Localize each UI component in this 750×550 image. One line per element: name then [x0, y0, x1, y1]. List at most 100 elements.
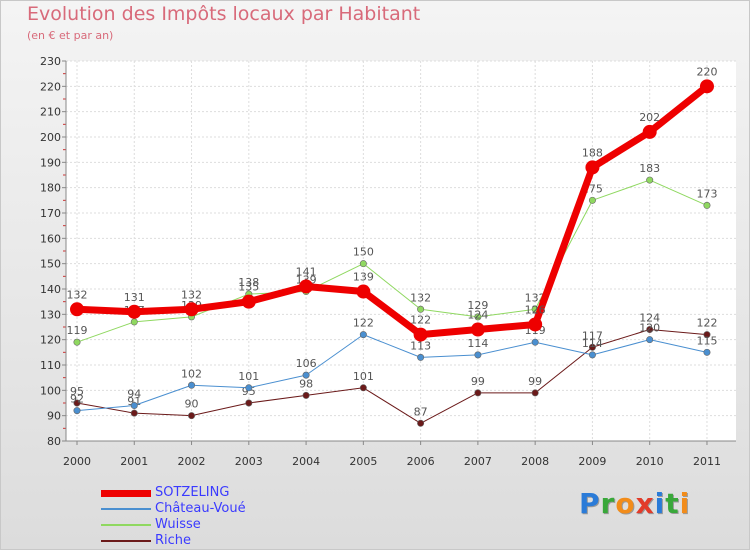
x-tick-label: 2002: [178, 455, 206, 468]
y-tick-label: 130: [40, 308, 61, 321]
data-point-riche: [474, 389, 482, 397]
data-label-riche: 91: [127, 395, 141, 408]
data-point-riche: [245, 399, 253, 407]
data-point-sotzeling: [184, 302, 199, 317]
data-point-wuisse: [703, 201, 711, 209]
data-point-sotzeling: [356, 284, 371, 299]
data-label-riche: 122: [696, 317, 717, 330]
y-tick-label: 220: [40, 80, 61, 93]
legend-swatch: [101, 524, 151, 526]
x-tick-label: 2006: [407, 455, 435, 468]
data-label-sotzeling: 135: [238, 281, 259, 294]
data-label-sotzeling: 132: [67, 288, 88, 301]
data-point-ch-teau-vou-: [646, 336, 654, 344]
y-tick-label: 210: [40, 106, 61, 119]
data-point-riche: [359, 384, 367, 392]
data-point-sotzeling: [413, 327, 428, 342]
data-point-ch-teau-vou-: [588, 351, 596, 359]
data-label-wuisse: 150: [353, 246, 374, 259]
plot-area: [66, 61, 736, 441]
series-line-sotzeling: [73, 82, 711, 339]
data-label-sotzeling: 124: [467, 309, 488, 322]
data-point-wuisse: [588, 196, 596, 204]
data-label-wuisse: 138: [238, 276, 259, 289]
chart-subtitle: (en € et par an): [27, 29, 114, 42]
x-tick-label: 2004: [292, 455, 320, 468]
x-tick-label: 2010: [636, 455, 664, 468]
data-label-riche: 98: [299, 377, 313, 390]
legend: SOTZELING Château-Voué Wuisse Riche: [101, 485, 361, 549]
y-tick-label: 160: [40, 232, 61, 245]
data-point-wuisse: [130, 318, 138, 326]
data-label-riche: 101: [353, 370, 374, 383]
data-point-sotzeling: [127, 304, 142, 319]
legend-label: Wuisse: [155, 517, 201, 532]
data-point-wuisse: [417, 305, 425, 313]
y-tick-label: 190: [40, 156, 61, 169]
data-point-wuisse: [646, 176, 654, 184]
data-point-riche: [417, 419, 425, 427]
x-tick-label: 2001: [120, 455, 148, 468]
data-label-ch-teau-vou-: 120: [639, 322, 660, 335]
data-point-ch-teau-vou-: [703, 348, 711, 356]
data-point-ch-teau-vou-: [417, 353, 425, 361]
data-point-ch-teau-vou-: [130, 402, 138, 410]
series-line-riche: [76, 329, 708, 424]
y-tick-label: 230: [40, 55, 61, 68]
data-label-ch-teau-vou-: 92: [70, 393, 84, 406]
data-point-sotzeling: [642, 124, 657, 139]
data-label-sotzeling: 139: [353, 271, 374, 284]
data-point-sotzeling: [70, 302, 84, 317]
data-point-ch-teau-vou-: [474, 351, 482, 359]
data-point-riche: [531, 389, 539, 397]
data-label-ch-teau-vou-: 102: [181, 367, 202, 380]
data-label-ch-teau-vou-: 106: [296, 357, 317, 370]
data-label-ch-teau-vou-: 114: [467, 337, 488, 350]
y-tick-label: 200: [40, 131, 61, 144]
data-point-sotzeling: [699, 79, 714, 94]
y-tick-label: 110: [40, 359, 61, 372]
data-label-riche: 95: [70, 385, 84, 398]
data-point-sotzeling: [299, 279, 314, 294]
legend-label: SOTZELING: [155, 485, 230, 500]
legend-label: Riche: [155, 533, 192, 548]
x-tick-label: 2008: [521, 455, 549, 468]
x-tick-label: 2005: [349, 455, 377, 468]
data-label-riche: 99: [471, 375, 485, 388]
data-label-sotzeling: 202: [639, 111, 660, 124]
data-label-sotzeling: 220: [696, 65, 717, 78]
y-tick-label: 100: [40, 384, 61, 397]
data-label-ch-teau-vou-: 94: [127, 388, 141, 401]
y-tick-label: 150: [40, 258, 61, 271]
data-point-riche: [703, 331, 711, 339]
data-point-sotzeling: [585, 160, 600, 175]
data-point-riche: [130, 409, 138, 417]
data-label-riche: 117: [582, 329, 603, 342]
series-line-wuisse: [76, 179, 708, 343]
data-label-ch-teau-vou-: 114: [582, 337, 603, 350]
data-label-sotzeling: 131: [124, 291, 145, 304]
data-label-ch-teau-vou-: 113: [410, 339, 431, 352]
data-point-ch-teau-vou-: [188, 381, 196, 389]
data-point-ch-teau-vou-: [531, 338, 539, 346]
x-tick-label: 2000: [63, 455, 91, 468]
data-label-ch-teau-vou-: 101: [238, 370, 259, 383]
data-point-ch-teau-vou-: [73, 407, 81, 415]
data-label-wuisse: 129: [467, 299, 488, 312]
legend-item-wuisse: Wuisse: [101, 517, 361, 533]
legend-swatch: [101, 508, 151, 510]
data-point-sotzeling: [241, 294, 256, 309]
y-tick-label: 120: [40, 334, 61, 347]
data-label-sotzeling: 122: [410, 314, 431, 327]
data-label-riche: 124: [639, 312, 660, 325]
chart-title: Evolution des Impôts locaux par Habitant: [27, 3, 421, 25]
data-label-sotzeling: 132: [181, 288, 202, 301]
data-point-riche: [588, 343, 596, 351]
data-label-riche: 95: [242, 385, 256, 398]
data-point-wuisse: [474, 313, 482, 321]
data-label-riche: 99: [528, 375, 542, 388]
legend-item-ch-teau-vou-: Château-Voué: [101, 501, 361, 517]
data-label-wuisse: 173: [696, 187, 717, 200]
